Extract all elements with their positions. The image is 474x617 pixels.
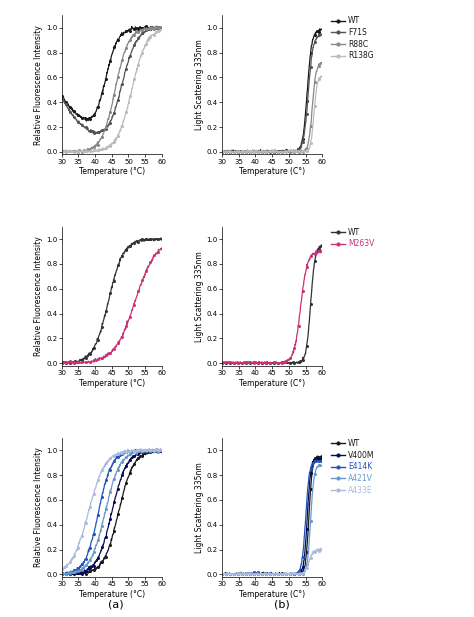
X-axis label: Temperature (°C): Temperature (°C): [79, 379, 145, 387]
Text: (a): (a): [109, 600, 124, 610]
Y-axis label: Light Scattering 335nm: Light Scattering 335nm: [195, 251, 204, 342]
X-axis label: Temperature (°C): Temperature (°C): [79, 167, 145, 176]
Legend: WT, M263V: WT, M263V: [331, 228, 374, 249]
Y-axis label: Relative Fluorescence Intensity: Relative Fluorescence Intensity: [35, 447, 44, 567]
Y-axis label: Relative Fluorescence Intensity: Relative Fluorescence Intensity: [35, 236, 44, 356]
X-axis label: Temperature (°C): Temperature (°C): [79, 590, 145, 599]
Legend: WT, V400M, E414K, A421V, A433E: WT, V400M, E414K, A421V, A433E: [331, 439, 374, 495]
X-axis label: Temperature (C°): Temperature (C°): [239, 167, 305, 176]
Y-axis label: Relative Fluorescence Intensity: Relative Fluorescence Intensity: [35, 25, 44, 145]
Y-axis label: Light Scattering 335nm: Light Scattering 335nm: [195, 462, 204, 553]
Text: (b): (b): [274, 600, 290, 610]
X-axis label: Temperature (C°): Temperature (C°): [239, 590, 305, 599]
X-axis label: Temperature (C°): Temperature (C°): [239, 379, 305, 387]
Y-axis label: Light Scattering 335nm: Light Scattering 335nm: [195, 39, 204, 130]
Legend: WT, F71S, R88C, R138G: WT, F71S, R88C, R138G: [331, 17, 374, 60]
